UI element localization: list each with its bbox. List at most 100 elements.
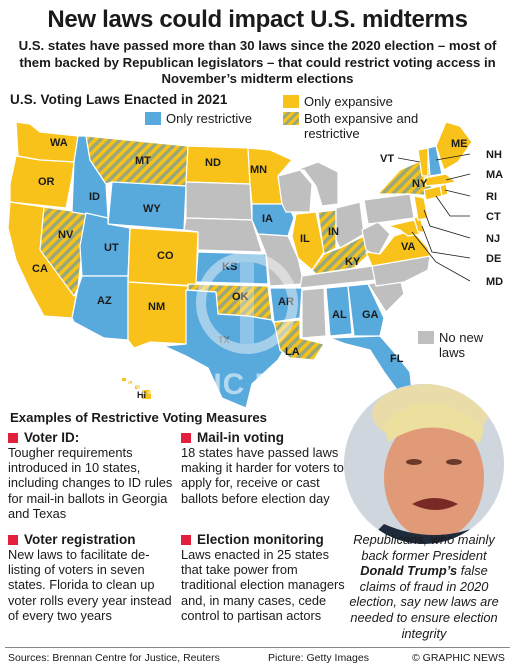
state-la xyxy=(273,319,325,361)
example-body: Laws enacted in 25 states that take powe… xyxy=(181,547,345,623)
caption-text: Republicans, who mainly back former Pres… xyxy=(353,532,495,563)
red-bullet-icon xyxy=(181,432,191,443)
state-in xyxy=(317,209,337,255)
legend-both: Both expansive and restrictive xyxy=(283,111,433,141)
footer-sources: Sources: Brennan Centre for Justice, Reu… xyxy=(8,652,220,664)
label-ar: AR xyxy=(278,296,294,308)
caption-name: Donald Trump’s xyxy=(360,563,458,579)
label-nm: NM xyxy=(148,301,165,313)
label-in: IN xyxy=(328,226,339,238)
caption-text-end: false claims of fraud in 2020 election, … xyxy=(349,563,499,641)
state-wa xyxy=(15,121,79,163)
label-nd: ND xyxy=(205,157,221,169)
label-nv: NV xyxy=(58,229,74,241)
state-or xyxy=(9,155,75,209)
state-ri xyxy=(439,183,449,197)
state-pa xyxy=(363,193,415,225)
intro-text: U.S. states have passed more than 30 law… xyxy=(18,38,497,86)
label-ma: MA xyxy=(486,169,503,181)
example-body: New laws to facilitate de-listing of vot… xyxy=(8,547,172,623)
label-nj: NJ xyxy=(486,233,500,245)
state-ms xyxy=(301,287,327,339)
label-ga: GA xyxy=(362,309,379,321)
examples-title: Examples of Restrictive Voting Measures xyxy=(10,410,268,425)
state-wi xyxy=(277,169,313,213)
label-nh: NH xyxy=(486,149,502,161)
example-voter-id: Voter ID: Tougher requirements introduce… xyxy=(8,430,178,521)
state-oh xyxy=(335,201,365,249)
legend-only-restrictive: Only restrictive xyxy=(145,111,252,126)
legend-label: Only expansive xyxy=(304,94,393,109)
state-me xyxy=(435,121,473,171)
label-co: CO xyxy=(157,250,174,262)
state-vt xyxy=(417,147,429,177)
example-head: Voter registration xyxy=(24,532,136,547)
example-body: 18 states have passed laws making it har… xyxy=(181,445,344,506)
label-or: OR xyxy=(38,176,55,188)
trump-photo xyxy=(344,384,504,544)
label-id: ID xyxy=(89,191,100,203)
label-hi: HI xyxy=(137,390,146,400)
state-ga xyxy=(347,283,385,337)
example-monitoring: Election monitoring Laws enacted in 25 s… xyxy=(181,532,351,623)
legend-label: No new laws xyxy=(439,330,484,360)
red-bullet-icon xyxy=(8,534,18,545)
label-me: ME xyxy=(451,138,468,150)
headline: New laws could impact U.S. midterms xyxy=(47,6,468,33)
watermark-text: GRAPHIC NEWS xyxy=(100,368,349,401)
state-az xyxy=(71,275,129,341)
label-md: MD xyxy=(486,276,503,288)
label-al: AL xyxy=(332,309,347,321)
label-az: AZ xyxy=(97,295,112,307)
state-nh xyxy=(427,145,443,177)
label-ut: UT xyxy=(104,242,119,254)
label-ks: KS xyxy=(222,261,237,273)
state-hi xyxy=(122,378,151,399)
footer-rule xyxy=(5,647,510,648)
label-il: IL xyxy=(300,233,310,245)
state-ar xyxy=(269,287,303,323)
state-nj xyxy=(413,195,429,221)
label-wa: WA xyxy=(50,137,68,149)
label-tx: TX xyxy=(218,335,230,345)
state-nm xyxy=(127,281,189,349)
label-ny: NY xyxy=(412,178,428,190)
legend-swatch-yellow xyxy=(283,95,299,108)
footer-credit: © GRAPHIC NEWS xyxy=(412,652,505,664)
graphic-news-logo-watermark xyxy=(196,252,298,354)
label-mn: MN xyxy=(250,164,267,176)
footer-picture: Picture: Getty Images xyxy=(268,652,369,664)
example-registration: Voter registration New laws to facilitat… xyxy=(8,532,178,623)
legend-only-expansive: Only expansive xyxy=(283,94,393,109)
example-body: Tougher requirements introduced in 10 st… xyxy=(8,445,173,521)
legend-swatch-blue xyxy=(145,112,161,125)
legend-swatch-grey xyxy=(418,331,434,344)
state-al xyxy=(325,285,353,337)
map-title: U.S. Voting Laws Enacted in 2021 xyxy=(10,92,228,107)
state-mi xyxy=(295,161,339,207)
legend-label: Both expansive and restrictive xyxy=(304,111,419,141)
label-wy: WY xyxy=(143,203,161,215)
label-vt: VT xyxy=(380,153,394,165)
label-ri: RI xyxy=(486,191,497,203)
state-va xyxy=(365,229,431,267)
label-ca: CA xyxy=(32,263,48,275)
label-de: DE xyxy=(486,253,501,265)
red-bullet-icon xyxy=(8,432,18,443)
example-head: Mail-in voting xyxy=(197,430,284,445)
label-fl: FL xyxy=(390,353,404,365)
legend-no-new-laws: No new laws xyxy=(418,330,508,360)
state-ma xyxy=(423,173,457,187)
example-head: Voter ID: xyxy=(24,430,80,445)
label-ia: IA xyxy=(262,213,273,225)
state-sd xyxy=(185,181,253,221)
example-head: Election monitoring xyxy=(197,532,324,547)
photo-caption: Republicans, who mainly back former Pres… xyxy=(344,532,504,641)
legend-swatch-hatched xyxy=(283,112,299,125)
red-bullet-icon xyxy=(181,534,191,545)
label-va: VA xyxy=(401,241,416,253)
state-tx xyxy=(163,289,287,409)
state-ks xyxy=(195,251,269,285)
label-mt: MT xyxy=(135,155,151,167)
label-ok: OK xyxy=(232,291,249,303)
